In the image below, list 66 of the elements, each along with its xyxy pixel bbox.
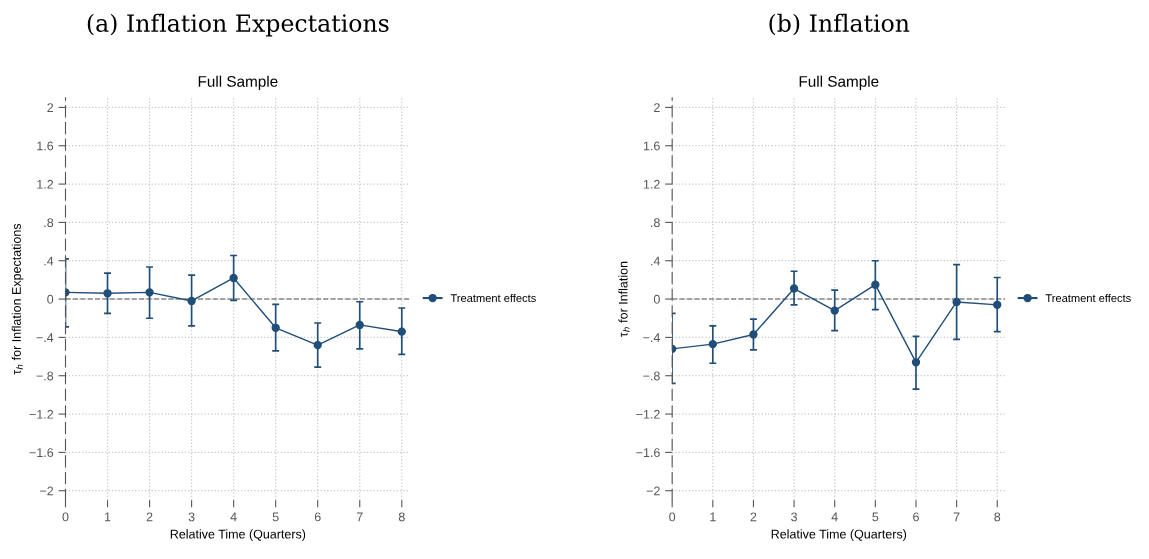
- point: [789, 284, 799, 293]
- y-tick-label: 0: [653, 294, 660, 304]
- y-tick-label: .8: [44, 218, 54, 228]
- y-tick-label: 1.6: [643, 141, 660, 151]
- point: [271, 323, 280, 332]
- y-tick-label: −1.2: [29, 409, 54, 419]
- y-tick-label: −.4: [36, 333, 54, 342]
- x-tick-label: 6: [314, 512, 321, 522]
- point: [313, 340, 322, 350]
- chart-title: (a) Inflation Expectations: [87, 13, 389, 37]
- x-axis-title: Relative Time (Quarters): [771, 529, 907, 541]
- point: [229, 273, 238, 283]
- x-tick-label: 3: [791, 512, 797, 522]
- chart-subtitle: Full Sample: [799, 75, 879, 90]
- x-tick-label: 4: [230, 512, 237, 522]
- x-tick-label: 1: [105, 512, 111, 522]
- chart-subtitle: Full Sample: [198, 75, 278, 90]
- y-tick-label: −2: [40, 486, 54, 496]
- y-tick-label: −.8: [36, 371, 54, 381]
- y-tick-label: −.4: [643, 333, 660, 342]
- y-tick-label: −2: [646, 486, 660, 496]
- x-tick-label: 6: [913, 512, 919, 522]
- point: [871, 280, 880, 289]
- y-tick-label: 0: [47, 294, 54, 304]
- y-tick-label: −.8: [643, 371, 660, 381]
- x-tick-label: 4: [831, 512, 838, 522]
- y-tick-label: 1.6: [37, 141, 54, 151]
- point: [749, 330, 758, 339]
- x-tick-label: 3: [188, 512, 195, 522]
- x-tick-label: 2: [146, 512, 153, 522]
- x-tick-label: 8: [398, 512, 405, 522]
- y-tick-label: 1.2: [643, 179, 660, 189]
- chart-title: (b) Inflation: [769, 13, 910, 36]
- y-tick-label: .4: [44, 256, 54, 266]
- point: [830, 306, 839, 315]
- x-axis-title: Relative Time (Quarters): [170, 529, 306, 541]
- y-tick-label: 2: [47, 103, 54, 112]
- x-tick-label: 5: [872, 512, 879, 522]
- y-axis-title: τ$_{h}$ for Inflation Expectations: [11, 223, 24, 375]
- point: [993, 300, 1002, 309]
- point: [397, 327, 406, 336]
- point: [187, 296, 196, 306]
- x-tick-label: 1: [710, 512, 716, 522]
- point: [145, 288, 154, 297]
- y-tick-label: .4: [651, 256, 660, 266]
- x-tick-label: 2: [750, 512, 757, 522]
- x-tick-label: 7: [356, 512, 363, 522]
- point: [103, 289, 112, 298]
- y-tick-label: −1.6: [636, 448, 660, 458]
- x-tick-label: 7: [953, 512, 960, 522]
- point: [355, 320, 364, 330]
- x-tick-label: 5: [272, 512, 279, 522]
- point: [708, 339, 717, 349]
- y-axis-title: τ$_{h}$ for Inflation: [618, 261, 630, 338]
- x-tick-label: 8: [994, 512, 1001, 522]
- legend-label: Treatment effects: [450, 293, 536, 303]
- x-tick-label: 0: [669, 512, 676, 522]
- y-tick-label: .8: [651, 218, 660, 228]
- y-tick-label: 2: [654, 103, 660, 112]
- y-tick-label: −1.6: [29, 448, 54, 458]
- y-tick-label: −1.2: [636, 409, 660, 419]
- x-tick-label: 0: [62, 512, 69, 522]
- legend-label: Treatment effects: [1045, 293, 1131, 303]
- y-tick-label: 1.2: [37, 179, 54, 189]
- point: [911, 358, 921, 367]
- point: [952, 297, 961, 307]
